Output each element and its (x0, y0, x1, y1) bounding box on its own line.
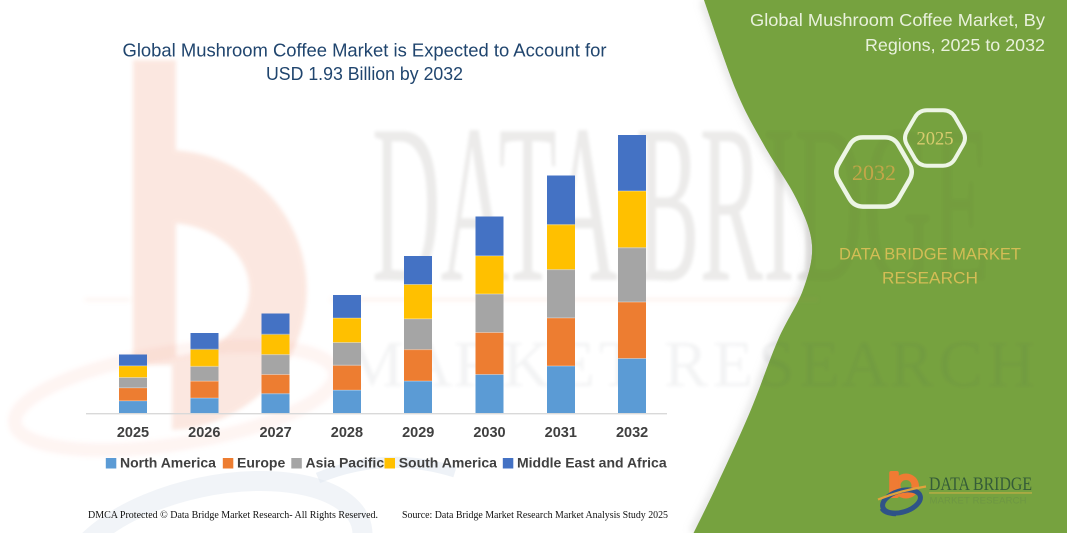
svg-text:Source: Data Bridge Market Res: Source: Data Bridge Market Research Mark… (402, 509, 668, 521)
svg-text:2025: 2025 (117, 425, 149, 441)
svg-text:2028: 2028 (331, 425, 363, 441)
svg-text:2027: 2027 (259, 425, 291, 441)
svg-text:Regions, 2025 to 2032: Regions, 2025 to 2032 (865, 35, 1045, 55)
svg-text:2025: 2025 (917, 130, 954, 150)
svg-text:Global Mushroom Coffee Market: Global Mushroom Coffee Market is Expecte… (123, 40, 607, 61)
svg-text:2029: 2029 (402, 425, 434, 441)
svg-text:North America: North America (120, 455, 216, 471)
svg-text:USD 1.93 Billion by 2032: USD 1.93 Billion by 2032 (266, 63, 463, 84)
svg-text:2026: 2026 (188, 425, 220, 441)
svg-text:2032: 2032 (616, 425, 648, 441)
svg-text:DATA BRIDGE MARKET: DATA BRIDGE MARKET (839, 245, 1021, 264)
svg-text:2032: 2032 (852, 160, 896, 185)
svg-text:MARKET RESEARCH: MARKET RESEARCH (930, 496, 1029, 507)
svg-text:M A R K E T R E S E A R C H: M A R K E T R E S E A R C H (345, 328, 1035, 401)
svg-text:DATA BRIDGE: DATA BRIDGE (929, 475, 1032, 495)
svg-text:RESEARCH: RESEARCH (882, 269, 978, 288)
svg-text:Asia Pacific: Asia Pacific (306, 455, 385, 471)
svg-text:2031: 2031 (545, 425, 577, 441)
svg-text:Middle East and Africa: Middle East and Africa (517, 455, 667, 471)
svg-text:DMCA Protected © Data Bridge M: DMCA Protected © Data Bridge Market Rese… (88, 509, 378, 521)
svg-text:South America: South America (399, 455, 497, 471)
svg-text:Europe: Europe (237, 455, 285, 471)
svg-text:2030: 2030 (473, 425, 505, 441)
svg-text:Global Mushroom Coffee Market,: Global Mushroom Coffee Market, By (750, 10, 1045, 30)
